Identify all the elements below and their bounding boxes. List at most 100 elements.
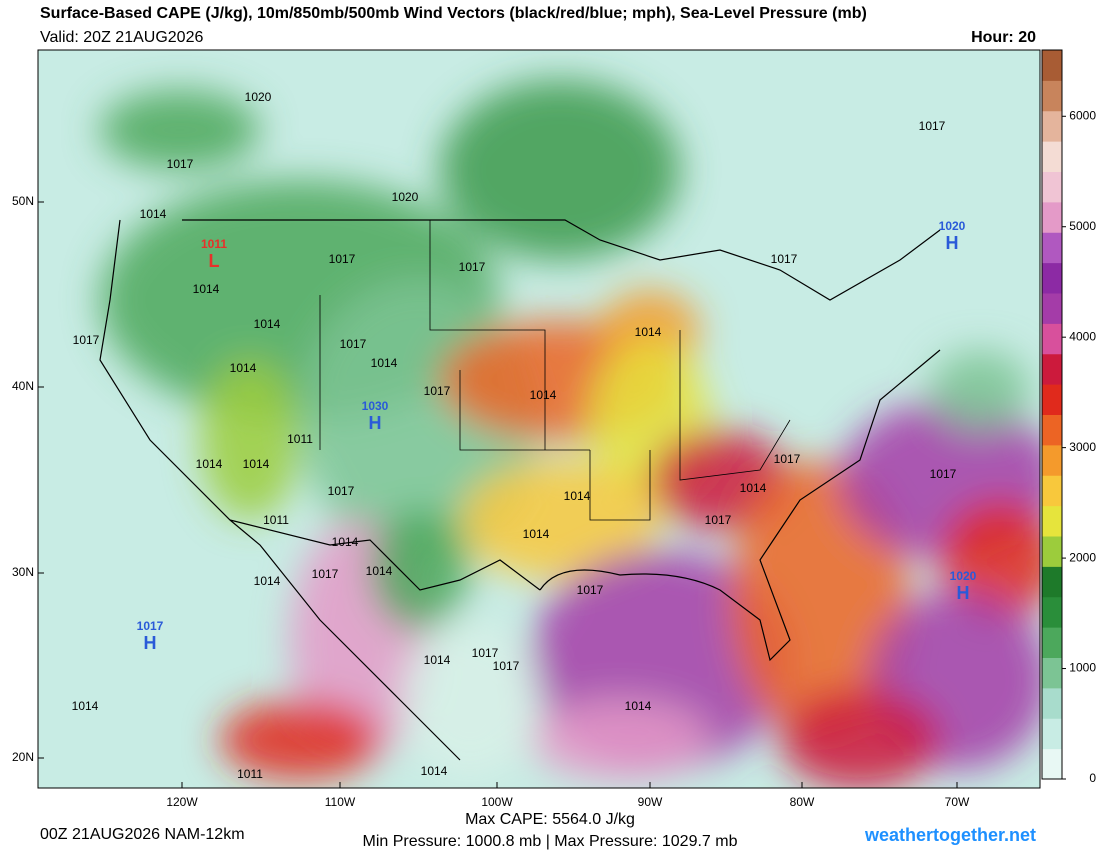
map: 1030H1020H1020H1017H1011L102010171014102… (38, 50, 1040, 788)
borders (99, 219, 941, 761)
isobar-label: 1014 (530, 388, 557, 402)
title: Surface-Based CAPE (J/kg), 10m/850mb/500… (40, 5, 867, 22)
isobar-label: 1014 (635, 325, 662, 339)
isobar-label: 1017 (930, 467, 957, 481)
colorbar-step (1042, 657, 1062, 689)
colorbar-step (1042, 232, 1062, 264)
isobar-label: 1014 (140, 207, 167, 221)
isobar-label: 1017 (577, 583, 604, 597)
center-letter: H (144, 633, 157, 653)
colorbar-step (1042, 596, 1062, 628)
center-value: 1020 (939, 219, 966, 233)
isobar-label: 1017 (312, 567, 339, 581)
isobar-label: 1014 (366, 564, 393, 578)
isobar-label: 1014 (424, 653, 451, 667)
lat-label: 50N (12, 194, 34, 208)
center-value: 1011 (201, 237, 227, 251)
center-letter: L (209, 251, 220, 271)
colorbar-tick-label: 1000 (1069, 661, 1096, 675)
lon-label: 110W (325, 795, 356, 809)
isobar-label: 1017 (340, 337, 367, 351)
isobar-label: 1017 (771, 252, 798, 266)
isobar-label: 1014 (72, 699, 99, 713)
colorbar-step (1042, 414, 1062, 446)
colorbar-tick-label: 6000 (1069, 108, 1096, 122)
colorbar-tick-label: 4000 (1069, 329, 1096, 343)
colorbar-step (1042, 141, 1062, 172)
lat-label: 20N (12, 750, 34, 764)
colorbar-step (1042, 353, 1062, 385)
lon-label: 120W (166, 795, 198, 809)
colorbar-step (1042, 687, 1062, 719)
colorbar-step (1042, 718, 1062, 750)
cape-area (440, 80, 680, 260)
coastline (539, 349, 941, 662)
isobar-label: 1014 (254, 574, 281, 588)
colorbar-step (1042, 293, 1062, 324)
pressure-range: Min Pressure: 1000.8 mb | Max Pressure: … (363, 833, 738, 850)
lon-label: 70W (945, 795, 970, 809)
lat-label: 40N (12, 379, 34, 393)
isobar-label: 1014 (196, 457, 223, 471)
isobar-label: 1017 (919, 119, 946, 133)
center-letter: H (946, 233, 959, 253)
isobar-label: 1017 (424, 384, 451, 398)
isobar-label: 1014 (625, 699, 652, 713)
isobar-label: 1014 (523, 527, 550, 541)
cape-area (220, 700, 380, 780)
center-value: 1030 (362, 399, 389, 413)
isobar-label: 1017 (73, 333, 100, 347)
isobar-label: 1011 (237, 767, 263, 781)
us-mexico-border (229, 519, 541, 591)
isobar-label: 1017 (472, 646, 499, 660)
isobar-label: 1017 (328, 484, 355, 498)
colorbar-step (1042, 201, 1062, 233)
max-cape: Max CAPE: 5564.0 J/kg (465, 811, 635, 828)
isobar-label: 1011 (287, 432, 313, 446)
colorbar-step (1042, 475, 1062, 507)
center-letter: H (369, 413, 382, 433)
isobar-label: 1020 (245, 90, 272, 104)
cape-area (780, 690, 940, 788)
isobar-label: 1014 (371, 356, 398, 370)
colorbar-frame (1041, 49, 1063, 780)
colorbar-step (1042, 566, 1062, 598)
forecast-hour: Hour: 20 (971, 29, 1036, 46)
isobar-label: 1017 (493, 659, 520, 673)
isobar-label: 1014 (332, 535, 359, 549)
valid-time: Valid: 20Z 21AUG2026 (40, 29, 203, 46)
state-lines (319, 220, 791, 521)
colorbar-step (1042, 505, 1062, 537)
colorbar-step (1042, 110, 1062, 142)
cape-area (370, 510, 470, 630)
center-value: 1020 (950, 569, 977, 583)
cape-area (200, 360, 300, 520)
colorbar-tick-label: 5000 (1069, 219, 1096, 233)
cape-area (530, 700, 710, 780)
center-letter: H (957, 583, 970, 603)
isobar-label: 1017 (167, 157, 194, 171)
colorbar-step (1042, 80, 1062, 112)
isobar-label: 1011 (263, 513, 289, 527)
cape-area (400, 620, 540, 780)
isobar-label: 1014 (564, 489, 591, 503)
colorbar-step (1042, 536, 1062, 567)
map-frame (37, 49, 1041, 789)
isobar-label: 1020 (392, 190, 419, 204)
isobar-label: 1014 (740, 481, 767, 495)
isobar-label: 1017 (705, 513, 732, 527)
colorbar-step (1042, 748, 1062, 780)
center-value: 1017 (137, 619, 164, 633)
cape-area (930, 350, 1030, 430)
colorbar-tick-label: 3000 (1069, 440, 1096, 454)
lon-label: 80W (790, 795, 815, 809)
cape-area (460, 460, 660, 580)
model-run: 00Z 21AUG2026 NAM-12km (40, 826, 245, 843)
colorbar-step (1042, 323, 1062, 355)
isobar-label: 1017 (459, 260, 486, 274)
site-credit: weathertogether.net (864, 825, 1036, 845)
colorbar-step (1042, 50, 1062, 81)
colorbar-step (1042, 384, 1062, 415)
isobar-label: 1014 (254, 317, 281, 331)
isobar-label: 1014 (193, 282, 220, 296)
